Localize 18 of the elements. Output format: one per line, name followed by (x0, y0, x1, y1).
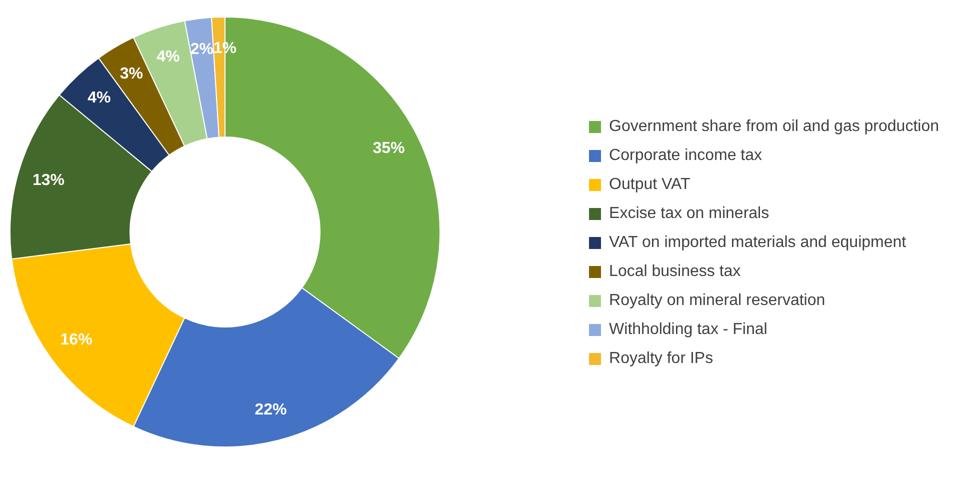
legend-label: Royalty for IPs (609, 350, 714, 368)
legend-label: Withholding tax - Final (609, 321, 768, 339)
data-label: 16% (60, 332, 92, 349)
data-label: 35% (372, 140, 405, 158)
data-label: 1% (213, 40, 237, 57)
data-label: 2% (190, 41, 214, 58)
data-label: 13% (32, 172, 65, 190)
legend-label: Output VAT (609, 176, 690, 194)
legend-label: Government share from oil and gas production (609, 118, 939, 136)
legend-label: Local business tax (609, 263, 741, 281)
data-label: 4% (156, 48, 180, 66)
legend-label: VAT on imported materials and equipment (609, 234, 906, 252)
data-label: 4% (88, 90, 111, 107)
legend-label: Royalty on mineral reservation (609, 292, 826, 310)
data-label: 3% (120, 65, 143, 82)
legend-label: Corporate income tax (609, 147, 762, 165)
legend-label: Excise tax on minerals (609, 205, 770, 223)
data-label: 22% (254, 402, 287, 419)
